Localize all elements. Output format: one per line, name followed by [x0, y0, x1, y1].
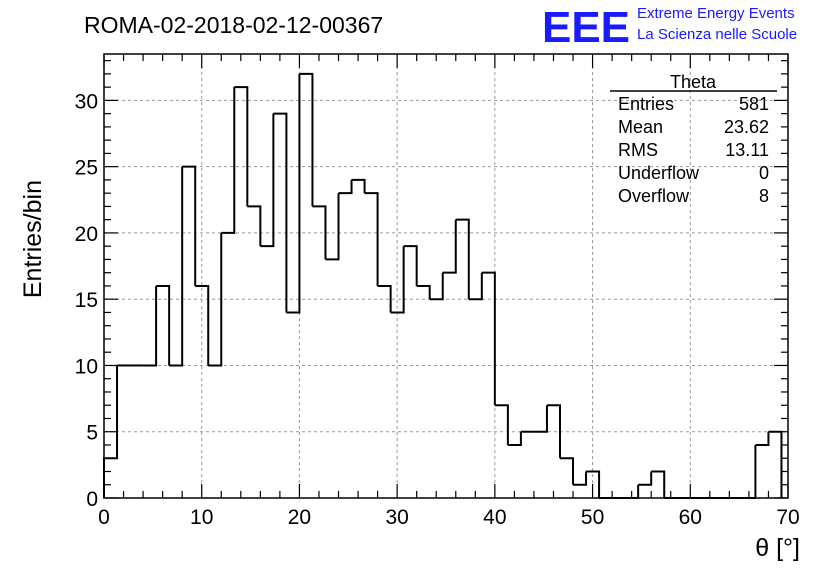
histogram-bin [586, 470, 601, 498]
histogram-bin [351, 178, 366, 194]
brand-line-1: Extreme Energy Events [637, 5, 795, 22]
histogram-bin [156, 284, 171, 366]
axes: 0 10 20 30 40 50 60 70 0 5 10 15 20 25 30 [75, 53, 800, 529]
stats-value-rms: 13.11 [725, 140, 769, 160]
histogram-bin [273, 112, 288, 313]
brand-line-2: La Scienza nelle Scuole [637, 26, 797, 43]
stats-value-underflow: 0 [759, 163, 769, 183]
histogram-bin [286, 73, 301, 314]
histogram-bin [638, 471, 653, 486]
histogram-bin [768, 430, 783, 498]
histogram-bin [546, 404, 561, 459]
x-tick-label: 0 [98, 506, 110, 529]
x-tick-label: 20 [288, 506, 311, 529]
histogram-bin [221, 87, 236, 234]
histogram-bin [559, 457, 575, 485]
y-tick-label: 20 [75, 223, 98, 246]
histogram-bin [507, 431, 522, 446]
y-tick-label: 10 [75, 355, 98, 378]
y-tick-label: 5 [86, 422, 98, 445]
histogram-bin [533, 405, 548, 433]
histogram-bin [260, 113, 275, 248]
histogram-series [103, 72, 783, 499]
stats-value-overflow: 8 [759, 186, 769, 206]
histogram-bin [299, 72, 314, 207]
histogram-bin [143, 285, 158, 367]
x-tick-label: 50 [581, 506, 604, 529]
histogram-bin [468, 272, 483, 301]
x-axis-label: θ [°] [755, 534, 800, 562]
histogram-bin [208, 232, 223, 367]
chart-title: ROMA-02-2018-02-12-00367 [84, 12, 383, 38]
histogram-bin [494, 404, 509, 445]
stats-box: Theta Entries 581 Mean 23.62 RMS 13.11 Underfl… [610, 72, 777, 206]
x-tick-label: 40 [483, 506, 506, 529]
x-tick-label: 10 [190, 506, 213, 529]
histogram-bin [325, 193, 340, 261]
y-tick-label: 30 [75, 90, 98, 113]
stats-label-overflow: Overflow [618, 186, 690, 206]
stats-label-underflow: Underflow [618, 163, 700, 183]
stats-label-mean: Mean [618, 117, 663, 137]
stats-label-entries: Entries [618, 94, 674, 114]
histogram-bin [481, 271, 496, 406]
histogram-bin [364, 192, 379, 286]
stats-value-mean: 23.62 [724, 117, 769, 137]
histogram-bin [742, 444, 757, 499]
eee-logo: EEE [542, 3, 630, 52]
histogram-bin [755, 431, 770, 446]
histogram-bin [247, 205, 262, 247]
histogram-bin [573, 471, 588, 486]
stats-label-rms: RMS [618, 140, 658, 160]
histogram-bin [338, 179, 353, 195]
histogram-bin [390, 246, 405, 314]
histogram-bin [377, 284, 392, 313]
x-tick-label: 70 [776, 506, 799, 529]
y-tick-label: 15 [75, 289, 98, 312]
histogram-bin [403, 245, 418, 286]
x-tick-label: 30 [385, 506, 408, 529]
grid-lines [104, 54, 788, 498]
stats-title: Theta [670, 72, 717, 92]
y-tick-label: 25 [75, 157, 98, 180]
stats-value-entries: 581 [739, 94, 769, 114]
histogram-bin [651, 470, 666, 498]
x-tick-label: 60 [679, 506, 702, 529]
histogram-bin [182, 165, 197, 286]
histogram-bin [416, 284, 431, 300]
y-tick-label: 0 [86, 488, 98, 511]
histogram-bin [429, 272, 444, 301]
histogram-bin [442, 219, 457, 274]
histogram-bin [234, 86, 249, 207]
histogram-bin [312, 205, 327, 260]
histogram-bin [455, 218, 470, 300]
y-axis-label: Entries/bin [19, 180, 47, 298]
histogram-bin [169, 166, 184, 367]
histogram-bin [195, 284, 210, 366]
plot-frame [103, 53, 789, 499]
